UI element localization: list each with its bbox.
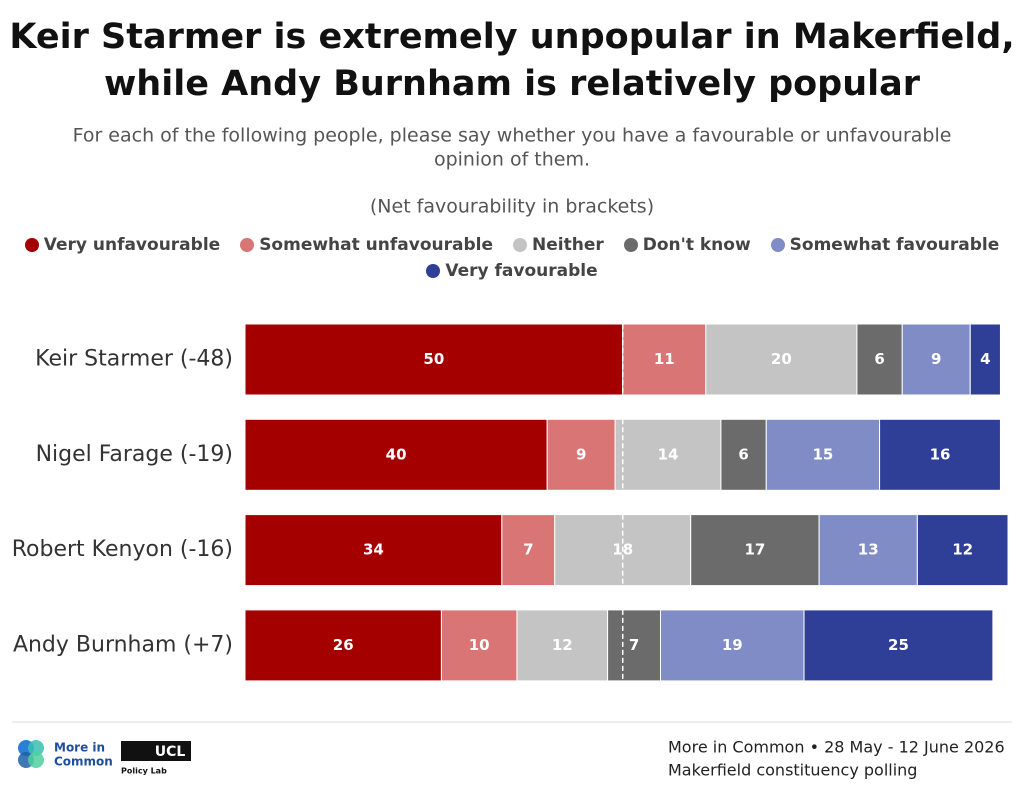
bar-segment [244, 609, 442, 682]
ucl-logo [121, 741, 191, 761]
logo-text: Policy Lab [121, 767, 167, 776]
data-label: 13 [858, 541, 879, 559]
bar-segment [879, 418, 1001, 491]
bar-segment [516, 609, 609, 682]
legend-label: Very favourable [445, 261, 598, 281]
legend-label: Neither [532, 235, 604, 255]
bar-segment [856, 323, 903, 396]
data-label: 14 [658, 445, 679, 463]
bar-segment [622, 323, 707, 396]
bar-segment [244, 418, 548, 491]
legend-label: Somewhat unfavourable [259, 235, 493, 255]
legend-item: Very favourable [426, 260, 598, 282]
logo-text: UCL [155, 744, 186, 760]
legend-item: Somewhat favourable [770, 234, 1000, 256]
subtitle: opinion of them. [434, 149, 590, 171]
bar-segment [440, 609, 518, 682]
chart-title: Keir Starmer is extremely unpopular in M… [9, 17, 1014, 57]
legend-label: Don't know [642, 235, 751, 255]
bar-segment [705, 323, 858, 396]
legend-swatch [240, 238, 255, 252]
bar-segment [690, 514, 820, 587]
data-label: 25 [888, 636, 909, 654]
data-label: 19 [722, 636, 743, 654]
legend-item: Somewhat unfavourable [240, 234, 493, 256]
data-label: 50 [423, 350, 444, 368]
bar-segment [765, 418, 881, 491]
legend-item: Very unfavourable [24, 234, 221, 256]
data-label: 10 [469, 636, 490, 654]
data-label: 34 [363, 541, 384, 559]
data-label: 12 [952, 541, 973, 559]
legend-swatch [24, 238, 39, 252]
logo-text: Common [54, 755, 113, 769]
bar-segment [546, 418, 616, 491]
subtitle: For each of the following people, please… [73, 125, 952, 147]
y-tick-label: Robert Kenyon (-16) [12, 537, 233, 562]
bar-segment [803, 609, 994, 682]
data-label: 9 [931, 350, 941, 368]
bar-segment [720, 418, 767, 491]
data-label: 6 [874, 350, 884, 368]
legend-item: Don't know [623, 234, 751, 256]
chart-title: while Andy Burnham is relatively popular [104, 64, 921, 104]
data-label: 17 [744, 541, 765, 559]
y-tick-label: Andy Burnham (+7) [13, 632, 233, 657]
data-label: 16 [930, 445, 951, 463]
bar-segment [901, 323, 971, 396]
mic-logo [18, 740, 44, 768]
data-label: 26 [333, 636, 354, 654]
legend-swatch [426, 264, 441, 278]
data-label: 9 [576, 445, 586, 463]
data-label: 11 [654, 350, 675, 368]
data-label: 20 [771, 350, 792, 368]
legend-label: Somewhat favourable [789, 235, 1000, 255]
source: Makerfield constituency polling [668, 761, 917, 780]
y-tick-label: Keir Starmer (-48) [35, 347, 233, 372]
data-label: 12 [552, 636, 573, 654]
bar-segment [818, 514, 918, 587]
data-label: 4 [980, 350, 990, 368]
legend-swatch [513, 238, 527, 252]
source: More in Common • 28 May - 12 June 2026 [668, 738, 1005, 757]
data-label: 15 [812, 445, 833, 463]
y-tick-label: Nigel Farage (-19) [36, 442, 233, 467]
bar-segment [659, 609, 805, 682]
bar-segment [244, 514, 503, 587]
legend-swatch [623, 238, 638, 252]
note: (Net favourability in brackets) [370, 196, 654, 218]
logo-text: More in [54, 741, 105, 755]
legend-swatch [770, 238, 785, 252]
bar-segment [501, 514, 556, 587]
legend-label: Very unfavourable [43, 235, 221, 255]
data-label: 40 [386, 445, 407, 463]
data-label: 6 [738, 445, 748, 463]
bar-segment [916, 514, 1009, 587]
data-label: 7 [523, 541, 533, 559]
data-label: 7 [629, 636, 639, 654]
bar-segment [969, 323, 1001, 396]
legend: Very unfavourable Somewhat unfavourable Ne… [10, 234, 1014, 282]
legend-item: Neither [513, 234, 604, 256]
bar-segment [607, 609, 661, 682]
